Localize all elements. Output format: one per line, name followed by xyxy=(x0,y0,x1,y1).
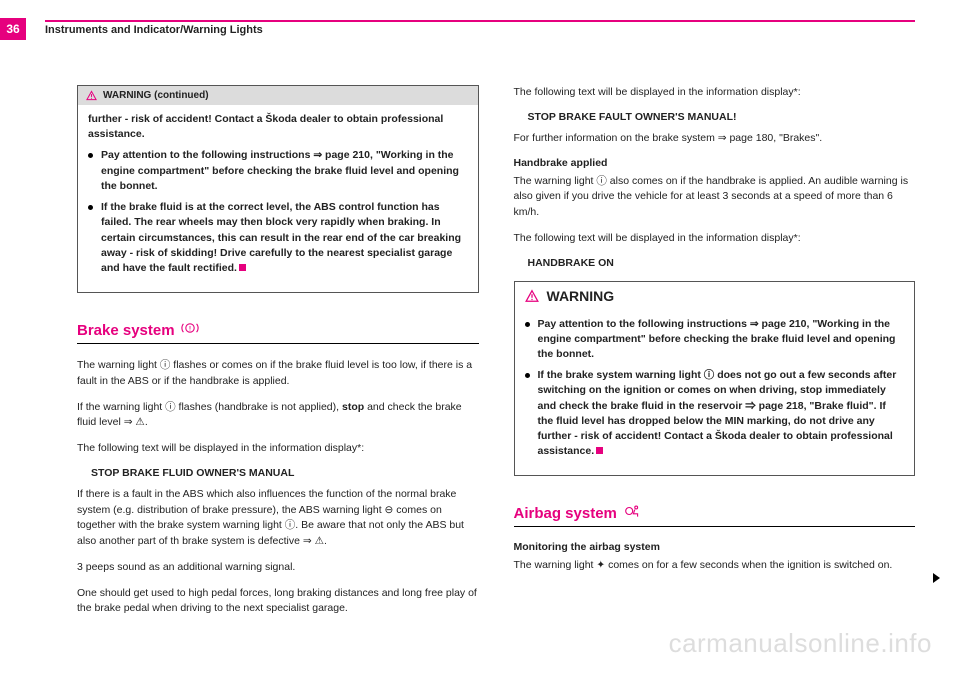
bullet-icon xyxy=(88,205,93,210)
content-columns: WARNING (continued) further - risk of ac… xyxy=(77,85,915,627)
left-column: WARNING (continued) further - risk of ac… xyxy=(77,85,479,627)
display-message: STOP BRAKE FAULT OWNER'S MANUAL! xyxy=(528,111,916,123)
warning-bullet: If the brake fluid is at the correct lev… xyxy=(88,200,468,276)
body-text: For further information on the brake sys… xyxy=(514,131,916,147)
warning-text: further - risk of accident! Contact a Šk… xyxy=(88,112,468,142)
warning-continued-body: further - risk of accident! Contact a Šk… xyxy=(78,105,478,292)
page-number-tab: 36 xyxy=(0,18,26,40)
brake-warning-icon: ! xyxy=(181,321,199,339)
subheading: Handbrake applied xyxy=(514,157,916,169)
warning-bullet: Pay attention to the following instructi… xyxy=(525,317,905,363)
body-text: If the warning light ⓘ flashes (handbrak… xyxy=(77,400,479,432)
warning-continued-label: WARNING (continued) xyxy=(103,90,209,101)
warning-bullet-text: Pay attention to the following instructi… xyxy=(101,148,468,194)
warning-bullet-text: If the brake system warning light ⓘ does… xyxy=(538,368,905,459)
section-rule xyxy=(514,526,916,527)
continue-arrow-icon xyxy=(933,573,940,583)
end-square-icon xyxy=(596,447,603,454)
warning-header: WARNING xyxy=(515,282,915,310)
end-square-icon xyxy=(239,264,246,271)
section-title-airbag: Airbag system xyxy=(514,504,916,522)
body-text: 3 peeps sound as an additional warning s… xyxy=(77,560,479,576)
section-title-text: Airbag system xyxy=(514,505,617,522)
bullet-icon xyxy=(525,373,530,378)
section-title-text: Brake system xyxy=(77,322,175,339)
warning-bullet-text: Pay attention to the following instructi… xyxy=(538,317,905,363)
body-text: The warning light ✦ comes on for a few s… xyxy=(514,558,916,574)
body-text: The following text will be displayed in … xyxy=(514,85,916,101)
section-title-brake: Brake system ! xyxy=(77,321,479,339)
warning-bullet-text: If the brake fluid is at the correct lev… xyxy=(101,200,468,276)
warning-bullet: If the brake system warning light ⓘ does… xyxy=(525,368,905,459)
warning-label: WARNING xyxy=(547,288,615,304)
body-text: The following text will be displayed in … xyxy=(514,231,916,247)
header-title: Instruments and Indicator/Warning Lights xyxy=(45,24,263,36)
body-text: The warning light ⓘ flashes or comes on … xyxy=(77,358,479,390)
warning-box: WARNING Pay attention to the following i… xyxy=(514,281,916,477)
body-text: The following text will be displayed in … xyxy=(77,441,479,457)
bullet-icon xyxy=(88,153,93,158)
warning-continued-box: WARNING (continued) further - risk of ac… xyxy=(77,85,479,293)
display-message: STOP BRAKE FLUID OWNER'S MANUAL xyxy=(91,467,479,479)
warning-triangle-icon xyxy=(86,90,97,101)
warning-body: Pay attention to the following instructi… xyxy=(515,310,915,476)
body-text: One should get used to high pedal forces… xyxy=(77,586,479,618)
svg-text:!: ! xyxy=(189,327,191,333)
watermark-text: carmanualsonline.info xyxy=(669,628,932,659)
warning-continued-header: WARNING (continued) xyxy=(78,86,478,105)
display-message: HANDBRAKE ON xyxy=(528,257,916,269)
warning-bullet: Pay attention to the following instructi… xyxy=(88,148,468,194)
bullet-icon xyxy=(525,322,530,327)
section-rule xyxy=(77,343,479,344)
right-column: The following text will be displayed in … xyxy=(514,85,916,627)
warning-triangle-icon xyxy=(525,289,539,303)
airbag-icon xyxy=(623,504,641,522)
header-rule: Instruments and Indicator/Warning Lights xyxy=(45,20,915,36)
body-text: The warning light ⓘ also comes on if the… xyxy=(514,174,916,221)
subheading: Monitoring the airbag system xyxy=(514,541,916,553)
body-text: If there is a fault in the ABS which als… xyxy=(77,487,479,550)
